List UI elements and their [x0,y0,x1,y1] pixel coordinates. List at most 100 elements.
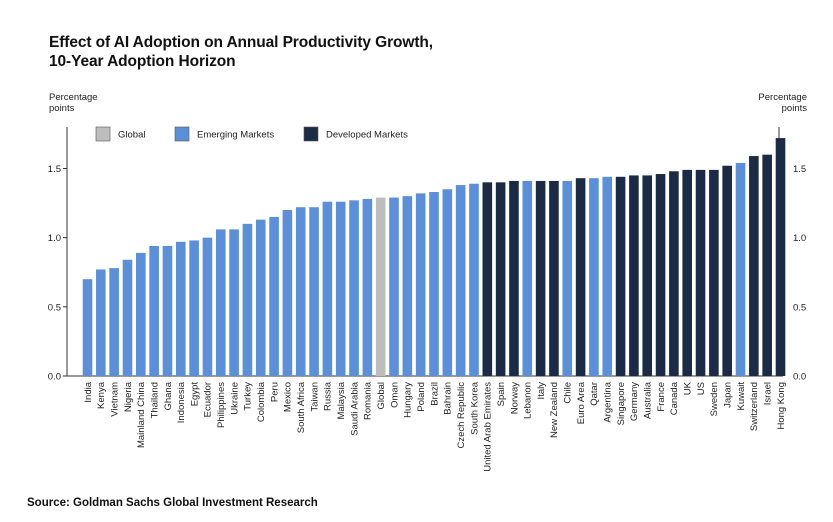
category-label-philippines: Philippines [216,382,227,428]
category-label-vietnam: Vietnam [109,382,120,417]
category-label-hungary: Hungary [403,382,414,418]
bar-italy [535,180,546,376]
bar-mainland-china [136,252,146,376]
category-label-switzerland: Switzerland [749,382,760,431]
category-label-ecuador: Ecuador [203,382,214,417]
category-label-france: France [656,382,667,412]
category-label-hong-kong: Hong Kong [776,382,787,430]
bar-russia [322,201,333,376]
category-label-saudi-arabia: Saudi Arabia [349,381,360,436]
bar-qatar [589,178,599,376]
category-label-czech-republic: Czech Republic [456,382,467,449]
category-label-thailand: Thailand [149,382,160,418]
bar-poland [415,193,426,376]
right-tick-label: 0.0 [793,372,806,383]
category-label-south-africa: South Africa [296,381,307,433]
bar-oman [389,197,399,376]
category-label-ukraine: Ukraine [229,382,240,415]
bar-argentina [602,176,613,376]
legend-label-developed-markets: Developed Markets [326,130,408,141]
bar-ecuador [202,237,213,376]
bar-bahrain [442,189,453,376]
category-label-us: US [696,382,707,395]
category-label-argentina: Argentina [603,381,614,422]
category-label-chile: Chile [563,382,574,404]
category-label-kenya: Kenya [96,381,107,409]
chart-title-line-2: 10-Year Adoption Horizon [49,53,236,70]
category-label-lebanon: Lebanon [523,382,534,419]
bar-thailand [149,245,159,376]
category-label-mainland-china: Mainland China [136,381,147,448]
category-label-new-zealand: New Zealand [549,382,560,438]
right-tick-label: 1.0 [793,233,806,244]
category-label-brazil: Brazil [429,382,440,406]
bar-japan [722,165,732,376]
chart-title: Effect of AI Adoption on Annual Producti… [49,33,649,71]
bar-south-korea [469,183,479,376]
left-axis-unit-line-2: points [49,103,75,114]
bar-canada [669,171,679,376]
bar-philippines [215,229,226,376]
right-axis-unit-line-1: Percentage [758,92,807,103]
bar-kenya [96,269,106,376]
bar-spain [495,182,506,376]
category-label-mexico: Mexico [283,382,294,412]
category-label-canada: Canada [669,381,680,415]
chart-title-line-1: Effect of AI Adoption on Annual Producti… [49,34,433,51]
category-label-indonesia: Indonesia [176,381,187,423]
category-label-qatar: Qatar [589,382,600,406]
bar-hong-kong [775,138,786,376]
right-axis-unit-line-2: points [782,103,808,114]
category-label-ghana: Ghana [163,381,174,410]
bar-ukraine [229,229,239,376]
bar-indonesia [175,241,186,376]
category-label-oman: Oman [389,382,400,408]
left-tick-label: 0.5 [48,302,61,313]
bar-turkey [242,223,253,376]
category-label-india: India [83,381,94,402]
bar-malaysia [335,201,346,376]
category-label-spain: Spain [496,382,507,406]
bar-australia [642,175,653,376]
legend-swatch-global [95,126,111,142]
bar-united-arab-emirates [482,182,493,376]
bar-india [82,279,93,376]
left-tick-label: 1.0 [48,233,61,244]
left-tick-label: 0.0 [48,372,61,383]
category-label-malaysia: Malaysia [336,381,347,419]
category-label-global: Global [376,382,387,409]
bar-france [655,174,666,376]
legend-label-global: Global [118,130,145,141]
right-tick-label: 1.5 [793,164,806,175]
category-label-nigeria: Nigeria [123,381,134,412]
category-label-poland: Poland [416,382,427,412]
bar-taiwan [309,207,319,376]
category-label-romania: Romania [363,381,374,420]
category-label-peru: Peru [269,382,280,402]
bar-brazil [429,192,439,376]
bar-peru [269,216,279,376]
bar-sweden [709,169,719,376]
category-label-taiwan: Taiwan [309,382,320,412]
category-label-japan: Japan [722,382,733,408]
bar-romania [362,198,373,376]
legend-swatch-developed-markets [303,126,319,142]
axes: 0.0 0.0 0.5 0.5 1.0 1.0 1.5 1.5 [48,127,806,383]
right-tick-label: 0.5 [793,302,806,313]
bar-lebanon [522,180,533,376]
bars [82,138,786,376]
category-label-turkey: Turkey [243,382,254,411]
category-label-egypt: Egypt [189,382,200,407]
legend-swatch-emerging-markets [174,126,190,142]
bar-germany [629,175,639,376]
legend-label-emerging-markets: Emerging Markets [197,130,274,141]
category-label-singapore: Singapore [616,382,627,425]
category-label-norway: Norway [509,382,520,414]
bar-norway [509,180,519,376]
category-label-euro-area: Euro Area [576,381,587,424]
bar-singapore [615,176,626,376]
category-label-germany: Germany [629,382,640,421]
bar-egypt [189,240,199,376]
bar-us [695,169,706,376]
